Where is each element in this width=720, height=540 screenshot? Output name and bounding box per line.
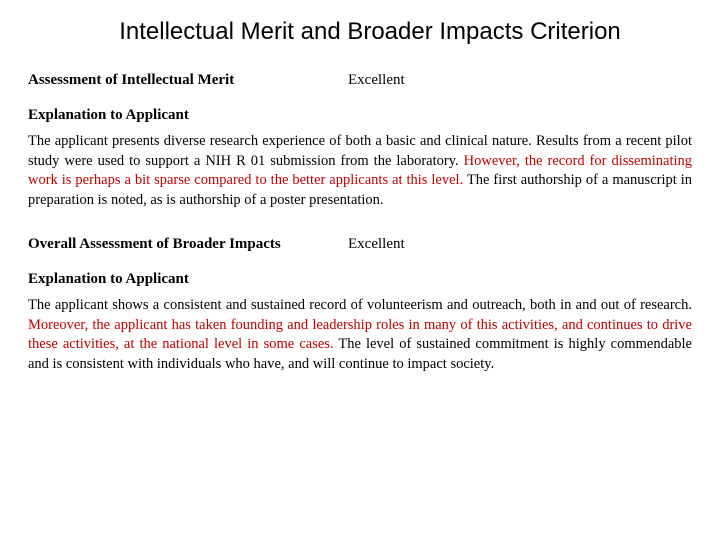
page-title: Intellectual Merit and Broader Impacts C… — [28, 18, 692, 46]
impacts-text-pre: The applicant shows a consistent and sus… — [28, 297, 692, 313]
merit-label: Assessment of Intellectual Merit — [28, 72, 348, 89]
merit-assessment-row: Assessment of Intellectual Merit Excelle… — [28, 72, 692, 89]
impacts-assessment-row: Overall Assessment of Broader Impacts Ex… — [28, 236, 692, 253]
impacts-explanation-text: The applicant shows a consistent and sus… — [28, 296, 692, 374]
merit-explanation-text: The applicant presents diverse research … — [28, 132, 692, 210]
impacts-explain-label: Explanation to Applicant — [28, 271, 692, 288]
merit-value: Excellent — [348, 72, 405, 89]
impacts-label: Overall Assessment of Broader Impacts — [28, 236, 348, 253]
merit-explain-label: Explanation to Applicant — [28, 107, 692, 124]
impacts-value: Excellent — [348, 236, 405, 253]
